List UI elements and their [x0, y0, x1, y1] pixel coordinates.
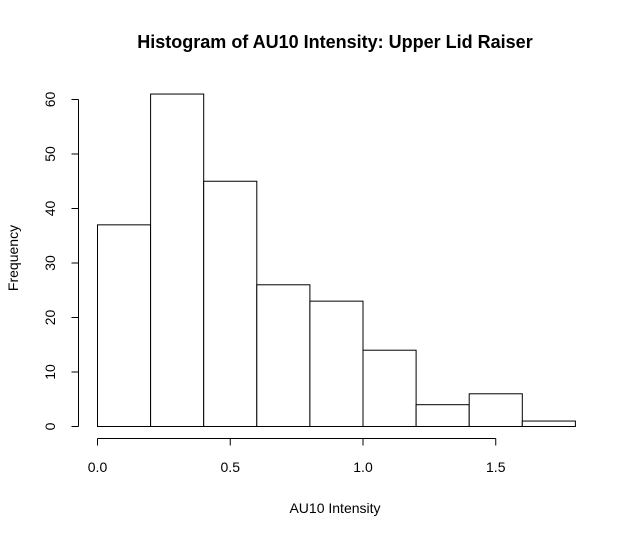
y-tick-label: 40 — [42, 201, 58, 217]
bars-group — [97, 93, 576, 428]
x-tick-label: 0.0 — [88, 459, 108, 475]
histogram-bar — [97, 224, 152, 427]
histogram-bar — [203, 180, 258, 427]
y-axis: 0 10 20 30 40 50 60 — [42, 92, 79, 430]
y-tick-label: 30 — [42, 255, 58, 271]
histogram-bar — [521, 420, 576, 427]
histogram-bar — [415, 404, 470, 428]
histogram-bar — [150, 93, 205, 428]
y-tick-label: 60 — [42, 92, 58, 108]
x-axis-label: AU10 Intensity — [289, 500, 380, 516]
x-tick-label: 0.5 — [221, 459, 241, 475]
y-axis-label: Frequency — [5, 225, 21, 291]
y-tick-label: 20 — [42, 310, 58, 326]
y-tick-label: 0 — [42, 422, 58, 430]
x-tick-label: 1.0 — [353, 459, 373, 475]
chart-title: Histogram of AU10 Intensity: Upper Lid R… — [137, 32, 532, 52]
x-tick-label: 1.5 — [486, 459, 506, 475]
x-axis: 0.0 0.5 1.0 1.5 — [88, 438, 506, 475]
histogram-bar — [256, 284, 311, 427]
histogram-bar — [468, 393, 523, 427]
histogram-bar — [309, 300, 364, 427]
histogram-bar — [362, 349, 417, 428]
y-tick-label: 10 — [42, 364, 58, 380]
y-tick-label: 50 — [42, 146, 58, 162]
